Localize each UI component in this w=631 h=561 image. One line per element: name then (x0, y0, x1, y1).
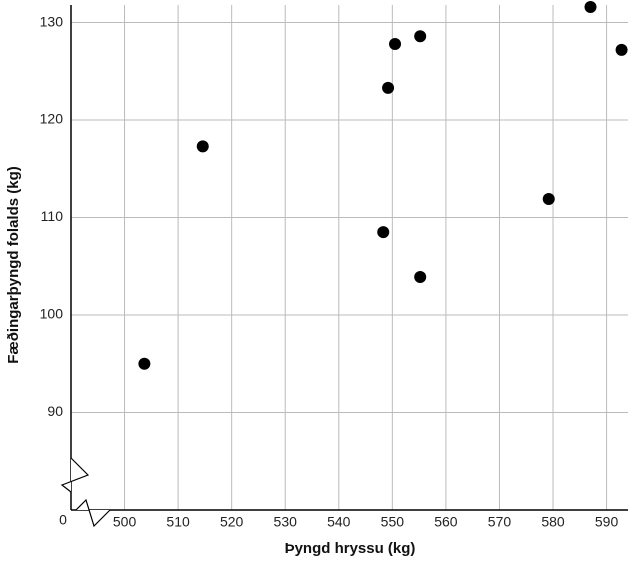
x-axis-label: Þyngd hryssu (kg) (285, 540, 416, 557)
y-tick-label: 100 (40, 306, 64, 322)
x-tick-label: 500 (113, 514, 137, 530)
x-tick-label: 590 (595, 514, 619, 530)
x-tick-label: 580 (541, 514, 565, 530)
point (382, 81, 395, 94)
x-tick-label: 540 (327, 514, 351, 530)
x-axis-break (75, 498, 111, 528)
x-tick-label: 560 (434, 514, 458, 530)
point (389, 37, 402, 50)
point (414, 30, 427, 43)
point (138, 357, 151, 370)
point (542, 193, 555, 206)
y-axis-label: Fæðingarþyngd folalds (kg) (5, 166, 22, 364)
x-tick-label: 510 (166, 514, 190, 530)
y-tick-label: 110 (41, 208, 64, 224)
origin-label: 0 (59, 512, 67, 528)
point (414, 270, 427, 283)
x-tick-label: 570 (488, 514, 512, 530)
y-tick-label: 130 (40, 13, 64, 29)
y-axis-break (60, 457, 90, 493)
x-tick-label: 520 (220, 514, 244, 530)
point (377, 226, 390, 239)
x-tick-label: 550 (381, 514, 405, 530)
point (615, 43, 628, 56)
x-tick-label: 530 (274, 514, 298, 530)
point (584, 0, 597, 13)
grid (71, 5, 628, 510)
y-tick-label: 90 (47, 403, 63, 419)
point (196, 140, 209, 153)
y-tick-label: 120 (40, 111, 64, 127)
